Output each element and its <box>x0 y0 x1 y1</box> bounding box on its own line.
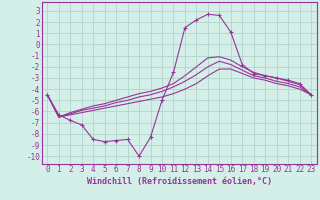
X-axis label: Windchill (Refroidissement éolien,°C): Windchill (Refroidissement éolien,°C) <box>87 177 272 186</box>
